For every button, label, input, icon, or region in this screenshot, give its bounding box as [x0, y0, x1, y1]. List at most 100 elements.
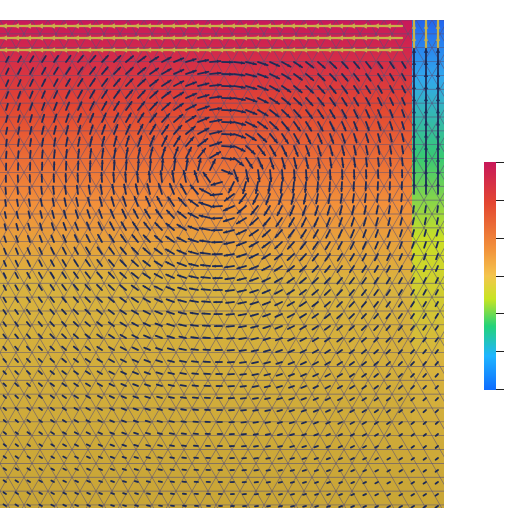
- velocity-arrow-head: [217, 141, 222, 146]
- velocity-arrow-head: [435, 327, 438, 330]
- velocity-arrow-head: [374, 398, 377, 401]
- velocity-arrow-head: [102, 136, 106, 141]
- velocity-arrow-head: [423, 97, 429, 102]
- velocity-arrow-head: [236, 220, 241, 224]
- velocity-arrow-head: [262, 244, 266, 248]
- velocity-arrow-head: [361, 339, 364, 342]
- velocity-arrow-head: [250, 302, 254, 305]
- velocity-arrow-head: [55, 79, 58, 82]
- velocity-arrow-head: [181, 23, 187, 29]
- velocity-arrow-head: [39, 480, 42, 483]
- colorbar-ticks: [496, 162, 506, 390]
- velocity-arrow-head: [354, 139, 358, 143]
- velocity-arrow-head: [146, 456, 149, 459]
- velocity-arrow-head: [147, 504, 149, 507]
- velocity-arrow-head: [321, 64, 325, 69]
- velocity-arrow-head: [92, 78, 95, 82]
- velocity-arrow-head: [262, 267, 266, 271]
- velocity-arrow-head: [169, 408, 172, 411]
- velocity-arrow-head: [337, 327, 340, 330]
- velocity-arrow-head: [386, 257, 390, 261]
- mesh-line: [0, 20, 113, 215]
- velocity-arrow-head: [410, 351, 413, 354]
- velocity-arrow-head: [39, 235, 42, 239]
- velocity-arrow-head: [309, 102, 313, 106]
- velocity-arrow-head: [5, 163, 8, 166]
- velocity-arrow-head: [217, 95, 222, 99]
- velocity-arrow-head: [92, 55, 96, 59]
- velocity-arrow-head: [99, 480, 102, 483]
- velocity-arrow-head: [41, 126, 45, 130]
- velocity-arrow-head: [213, 276, 216, 280]
- mesh-line: [341, 331, 444, 508]
- velocity-arrow-head: [363, 469, 366, 472]
- velocity-arrow-head: [86, 35, 91, 41]
- velocity-arrow-head: [288, 350, 291, 353]
- mesh-line: [63, 20, 347, 508]
- velocity-arrow-head: [146, 35, 151, 41]
- velocity-arrow-head: [286, 101, 291, 105]
- velocity-arrow-head: [265, 421, 268, 424]
- velocity-arrow-head: [75, 468, 78, 471]
- velocity-arrow-head: [276, 362, 279, 365]
- velocity-arrow-head: [423, 304, 426, 307]
- velocity-arrow-head: [182, 35, 187, 41]
- velocity-arrow-head: [375, 211, 379, 214]
- velocity-arrow-head: [97, 359, 100, 361]
- velocity-arrow-head: [133, 23, 139, 29]
- velocity-arrow-head: [350, 434, 353, 436]
- velocity-arrow-head: [435, 505, 438, 508]
- velocity-arrow-head: [411, 245, 414, 249]
- velocity-arrow-head: [110, 444, 113, 447]
- velocity-arrow-head: [300, 327, 303, 330]
- velocity-arrow-head: [227, 361, 230, 364]
- velocity-arrow-head: [131, 297, 135, 301]
- velocity-arrow-head: [280, 177, 285, 181]
- velocity-arrow-head: [293, 164, 298, 169]
- velocity-arrow-head: [43, 56, 46, 59]
- mesh-line: [0, 102, 235, 508]
- velocity-arrow-head: [181, 408, 184, 411]
- velocity-arrow-head: [338, 234, 341, 238]
- velocity-arrow-head: [167, 323, 170, 326]
- velocity-arrow-head: [182, 468, 185, 471]
- velocity-arrow-head: [238, 313, 242, 317]
- mesh-line: [165, 26, 444, 508]
- velocity-arrow-head: [194, 456, 197, 459]
- velocity-arrow-head: [423, 339, 426, 342]
- velocity-arrow-head: [191, 348, 194, 351]
- velocity-arrow-head: [350, 223, 354, 226]
- velocity-arrow-head: [423, 36, 429, 41]
- velocity-arrow-head: [43, 79, 46, 83]
- velocity-arrow-head: [351, 505, 354, 508]
- velocity-arrow-head: [386, 281, 389, 284]
- mesh-line: [255, 20, 444, 347]
- velocity-arrow-head: [354, 127, 358, 131]
- velocity-arrow-head: [252, 397, 255, 400]
- velocity-arrow-head: [325, 398, 328, 401]
- velocity-arrow-head: [114, 136, 118, 140]
- velocity-arrow-head: [302, 433, 305, 436]
- velocity-arrow-head: [123, 480, 125, 483]
- velocity-arrow-head: [278, 35, 283, 41]
- velocity-arrow-head: [263, 338, 266, 341]
- velocity-arrow-head: [217, 23, 223, 29]
- velocity-arrow-head: [38, 309, 41, 312]
- velocity-arrow-head: [337, 363, 340, 365]
- velocity-arrow-head: [362, 375, 365, 377]
- velocity-arrow-head: [410, 316, 413, 319]
- velocity-arrow-head: [242, 457, 245, 460]
- velocity-arrow-head: [50, 395, 53, 398]
- velocity-arrow-head: [3, 456, 6, 459]
- velocity-arrow-head: [251, 349, 254, 352]
- velocity-arrow-head: [166, 91, 171, 96]
- velocity-arrow-head: [153, 102, 158, 106]
- velocity-arrow-head: [55, 90, 58, 94]
- velocity-arrow-head: [411, 469, 414, 472]
- velocity-arrow-head: [179, 323, 182, 327]
- velocity-arrow-head: [63, 468, 66, 471]
- velocity-arrow-head: [234, 176, 239, 182]
- velocity-arrow-head: [144, 371, 147, 374]
